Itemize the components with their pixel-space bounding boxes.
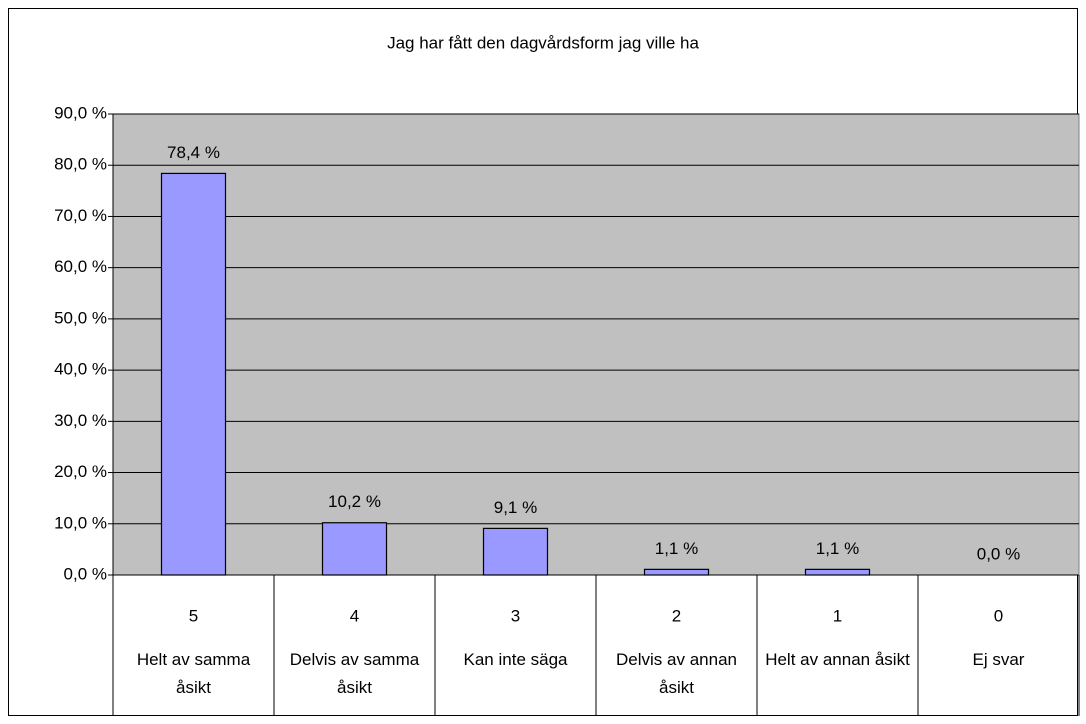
category-description: Kan inte säga: [463, 650, 568, 669]
x-tick-label: 4: [350, 606, 359, 625]
plot-area: [112, 113, 1080, 576]
bar: [804, 568, 871, 576]
y-tick-label: 0,0 %: [64, 564, 107, 583]
y-tick-label: 70,0 %: [54, 206, 107, 225]
x-tick-label: 1: [833, 606, 842, 625]
y-tick-label: 80,0 %: [54, 155, 107, 174]
y-tick-label: 90,0 %: [54, 103, 107, 122]
value-label: 0,0 %: [977, 544, 1020, 563]
y-tick-label: 40,0 %: [54, 360, 107, 379]
chart-title: Jag har fått den dagvårdsform jag ville …: [387, 33, 699, 52]
x-tick-label: 0: [994, 606, 1003, 625]
x-tick-label: 3: [511, 606, 520, 625]
bar: [643, 568, 710, 576]
bar: [160, 172, 227, 576]
bar: [482, 527, 549, 576]
category-description: Helt av annan åsikt: [765, 650, 910, 669]
y-tick-label: 10,0 %: [54, 513, 107, 532]
value-label: 1,1 %: [816, 539, 859, 558]
x-tick-label: 2: [672, 606, 681, 625]
value-label: 9,1 %: [494, 498, 537, 517]
value-label: 1,1 %: [655, 539, 698, 558]
value-label: 10,2 %: [328, 492, 381, 511]
y-tick-label: 60,0 %: [54, 257, 107, 276]
bar: [321, 522, 388, 576]
category-description: Helt av samma åsikt: [136, 650, 251, 697]
value-label: 78,4 %: [167, 143, 220, 162]
category-description: Delvis av samma åsikt: [289, 650, 420, 697]
category-description: Delvis av annan åsikt: [616, 650, 737, 697]
category-description: Ej svar: [972, 650, 1025, 669]
y-tick-label: 50,0 %: [54, 308, 107, 327]
y-tick-label: 30,0 %: [54, 411, 107, 430]
x-tick-label: 5: [189, 606, 198, 625]
y-tick-label: 20,0 %: [54, 462, 107, 481]
